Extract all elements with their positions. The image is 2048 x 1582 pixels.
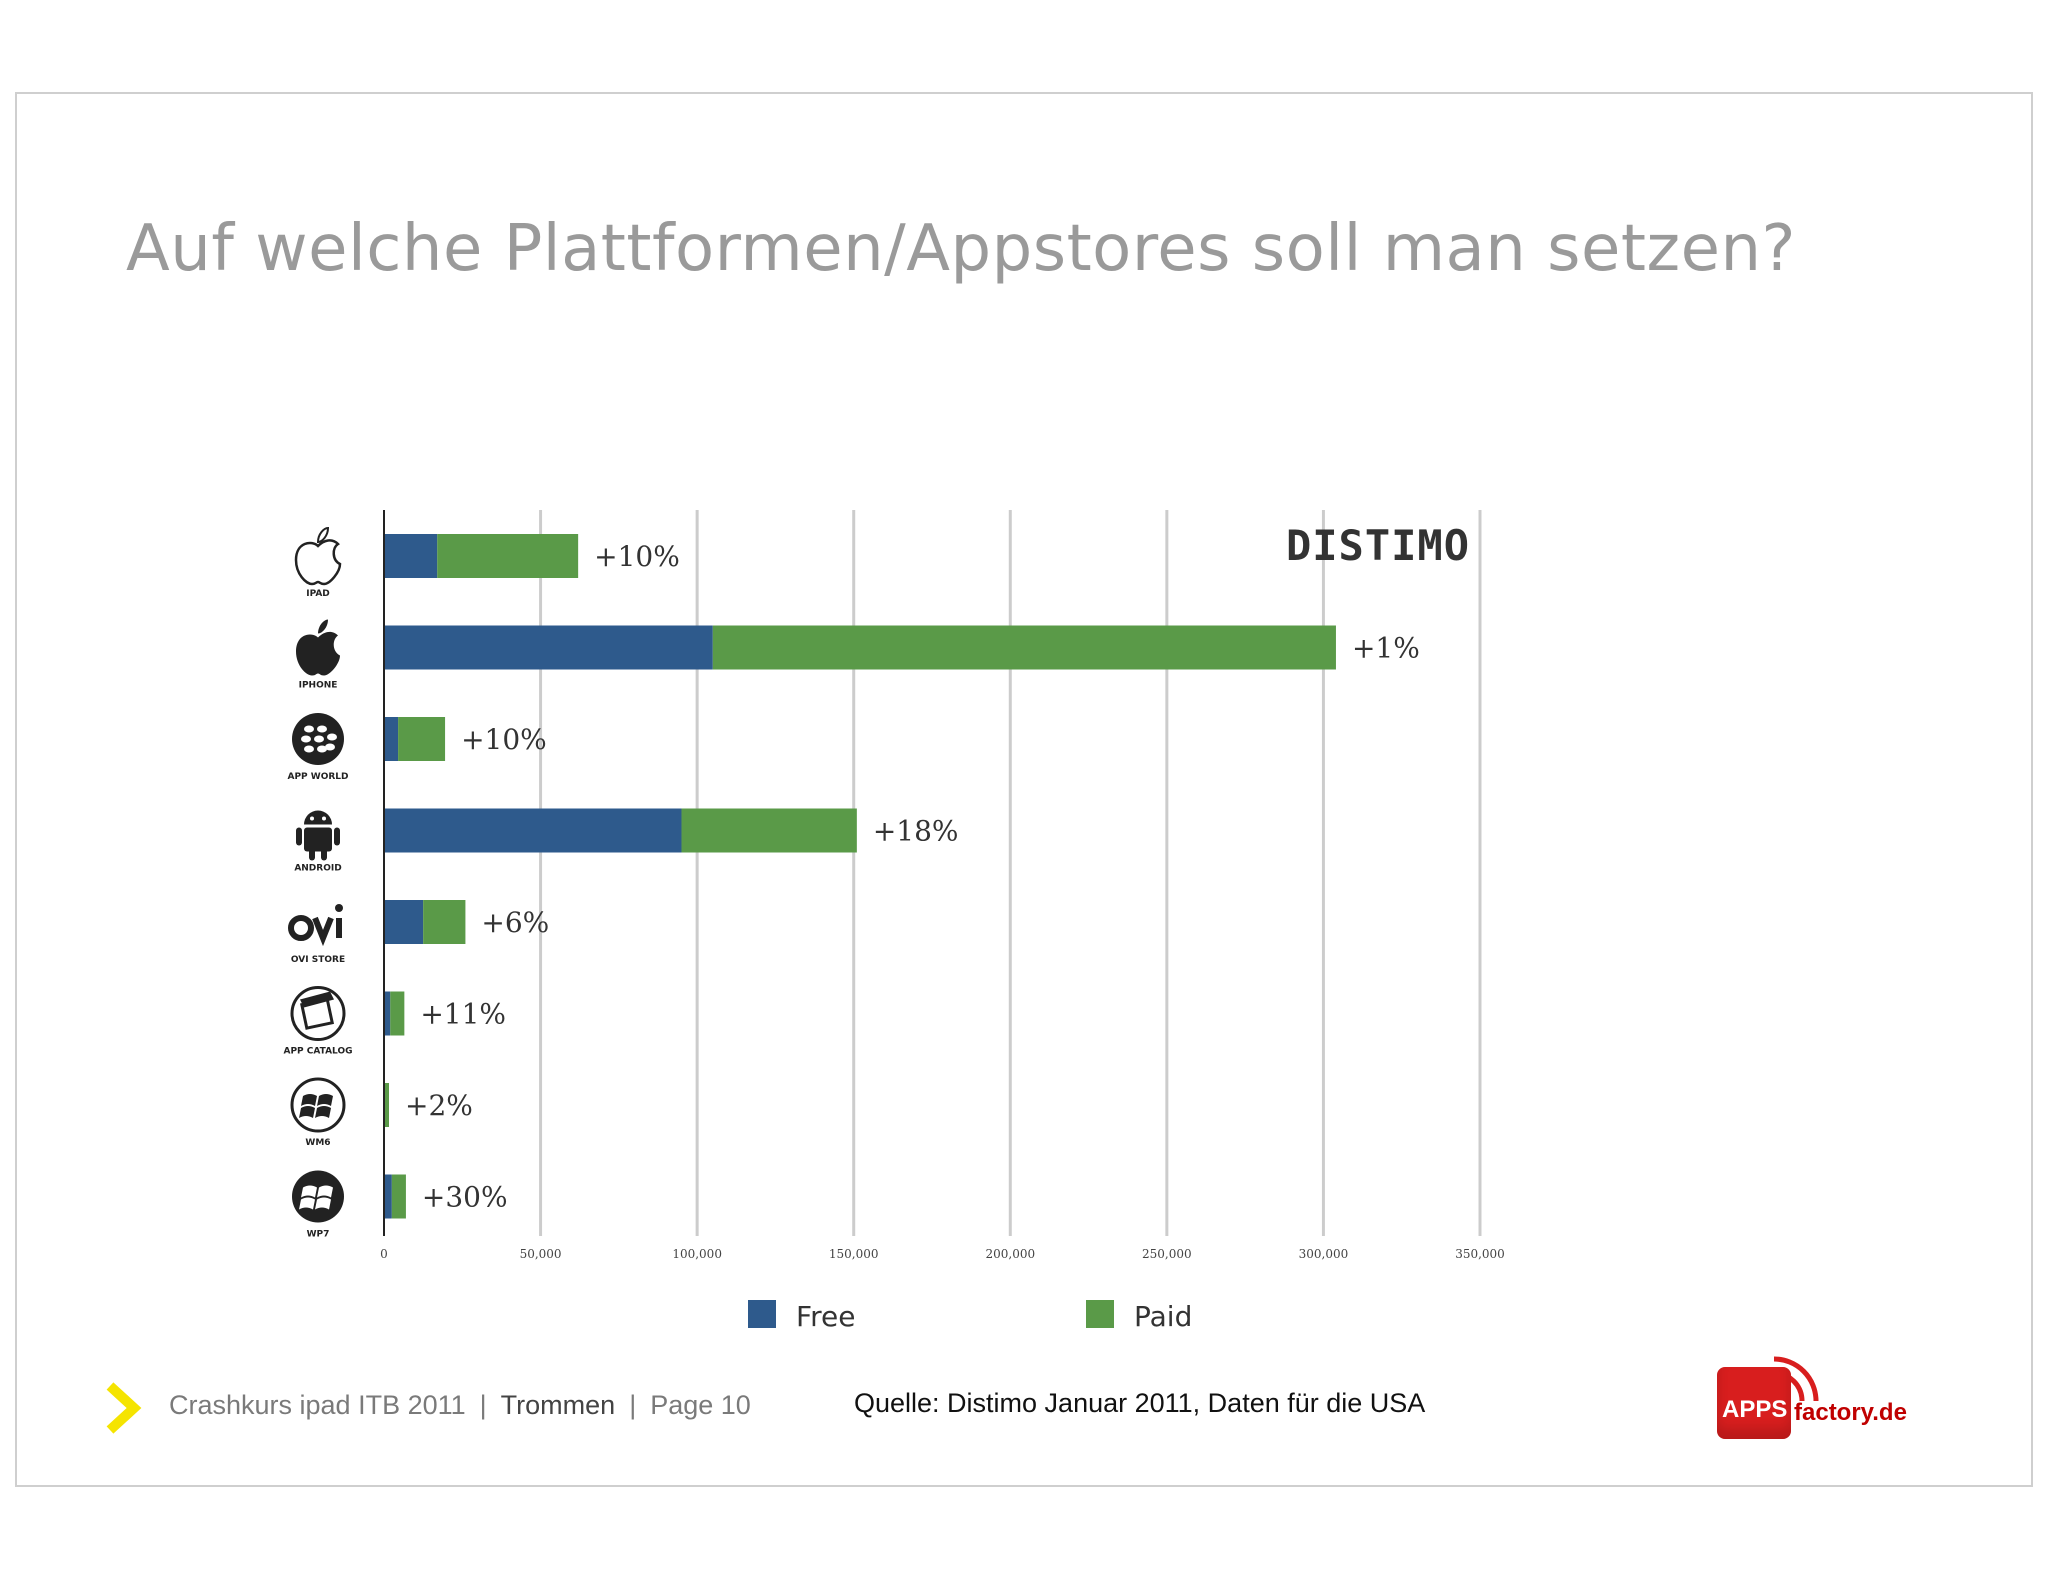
x-tick-label: 0	[380, 1247, 388, 1261]
chart-labels: 0 50,000 100,000 150,000 200,000 250,000 300,0…	[283, 540, 1504, 1261]
category-label: ANDROID	[294, 864, 341, 874]
bar-paid	[437, 534, 579, 578]
bar-free	[384, 808, 682, 853]
footer-separator-2: |	[629, 1390, 637, 1420]
category-label: OVI STORE	[291, 955, 345, 965]
windows-phone-icon	[292, 1170, 344, 1223]
legend-paid-swatch	[1086, 1300, 1114, 1328]
slide-title: Auf welche Plattformen/Appstores soll ma…	[126, 212, 1796, 286]
x-tick-label: 300,000	[1299, 1247, 1349, 1261]
windows-icon	[290, 1077, 346, 1133]
bar-growth-label: +2%	[405, 1089, 473, 1122]
bar-free	[384, 717, 399, 761]
ovi-icon	[288, 904, 343, 947]
footer-info: Crashkurs ipad ITB 2011 | Trommen | Page 10	[169, 1390, 751, 1421]
x-tick-label: 200,000	[985, 1247, 1035, 1261]
bar-paid	[398, 717, 446, 761]
x-tick-label: 250,000	[1142, 1247, 1192, 1261]
legend-free-label: Free	[796, 1300, 855, 1333]
logo-box	[1717, 1367, 1791, 1439]
bar-free	[384, 900, 424, 944]
bar-growth-label: +18%	[873, 815, 959, 848]
legend-free-swatch	[748, 1300, 776, 1328]
category-label: APP WORLD	[287, 772, 348, 782]
bar-growth-label: +6%	[481, 906, 549, 939]
blackberry-icon	[292, 713, 344, 765]
chart-bars	[384, 534, 1336, 1219]
palm-icon	[290, 986, 346, 1041]
logo-factory-text: factory.de	[1794, 1399, 1907, 1426]
bar-free	[384, 534, 438, 578]
bar-paid	[423, 900, 466, 944]
apple-icon	[296, 619, 340, 676]
legend-paid-label: Paid	[1134, 1300, 1192, 1333]
bar-growth-label: +1%	[1352, 632, 1420, 665]
category-label: IPHONE	[299, 681, 338, 691]
footer-separator: |	[479, 1390, 487, 1420]
category-label: WP7	[307, 1230, 330, 1240]
bar-paid	[712, 625, 1336, 670]
android-icon	[296, 810, 340, 861]
x-tick-label: 50,000	[520, 1247, 562, 1261]
chart-legend: Free Paid	[748, 1300, 1192, 1333]
source-note: Quelle: Distimo Januar 2011, Daten für d…	[854, 1388, 1426, 1418]
platform-icons	[288, 526, 346, 1223]
footer-page: Page 10	[650, 1390, 751, 1420]
bar-free	[384, 625, 713, 670]
bar-paid	[681, 808, 857, 853]
bar-free	[384, 991, 391, 1036]
category-label: WM6	[305, 1138, 330, 1148]
bar-free	[384, 1174, 392, 1219]
category-label: IPAD	[306, 589, 330, 599]
bar-paid	[391, 1174, 406, 1219]
category-label: APP CATALOG	[283, 1047, 352, 1057]
bar-growth-label: +10%	[594, 540, 680, 573]
footer-section: Trommen	[500, 1390, 616, 1420]
slide-frame	[15, 92, 2033, 1487]
logo-apps-text: APPS	[1722, 1396, 1788, 1423]
x-tick-label: 350,000	[1455, 1247, 1505, 1261]
bar-growth-label: +10%	[461, 723, 547, 756]
x-tick-label: 150,000	[829, 1247, 879, 1261]
bar-paid	[384, 1083, 390, 1127]
chart-grid	[539, 510, 1482, 1236]
chevron-icon	[106, 1382, 142, 1434]
appsfactory-logo: APPS factory.de	[1714, 1355, 1914, 1445]
bar-paid	[390, 991, 405, 1036]
x-tick-label: 100,000	[672, 1247, 722, 1261]
footer-course: Crashkurs ipad ITB 2011	[169, 1390, 466, 1420]
distimo-watermark: DISTIMO	[1286, 521, 1470, 570]
bar-growth-label: +11%	[420, 998, 506, 1031]
apple-outline-icon	[294, 526, 342, 586]
bar-growth-label: +30%	[422, 1181, 508, 1214]
